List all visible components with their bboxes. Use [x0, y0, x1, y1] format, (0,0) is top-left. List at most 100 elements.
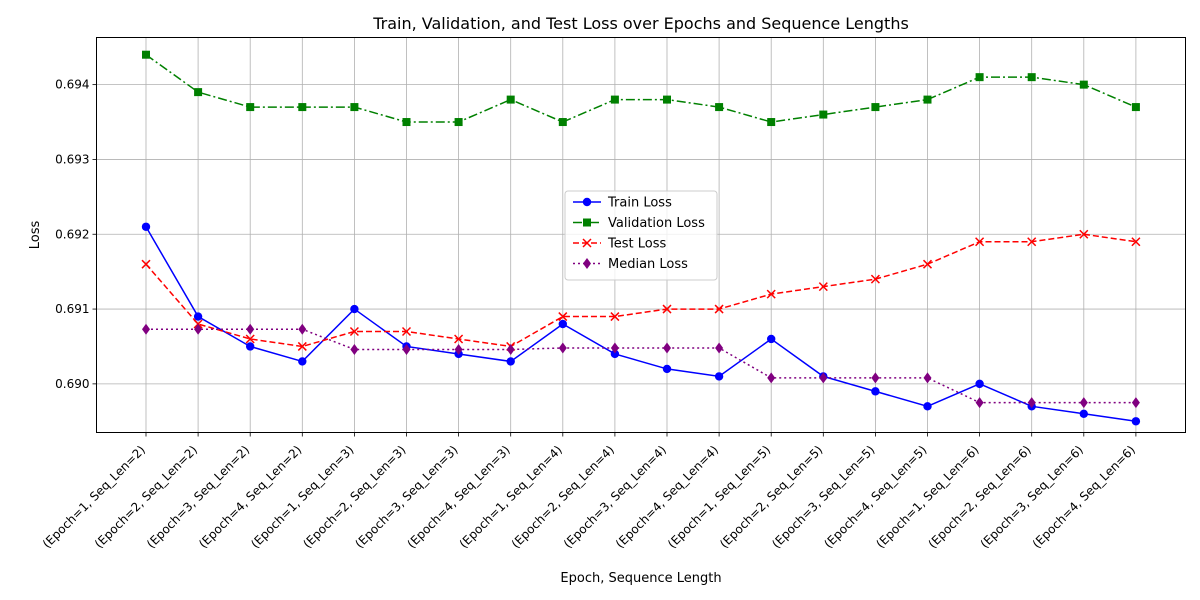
median-loss-point — [923, 372, 932, 384]
validation-loss-point — [506, 95, 515, 104]
median-loss-point — [1027, 397, 1036, 409]
test-loss-point — [1027, 237, 1037, 247]
legend: Train Loss Validation Loss Test Loss Median… — [564, 190, 718, 281]
chart-title: Train, Validation, and Test Loss over Ep… — [372, 14, 909, 33]
x-axis-label: Epoch, Sequence Length — [560, 571, 721, 586]
y-axis-label: Loss — [28, 221, 43, 250]
legend-marker — [582, 197, 592, 207]
median-loss-point — [246, 323, 255, 335]
median-loss-point — [454, 343, 463, 355]
validation-loss-point — [975, 73, 984, 82]
validation-loss-point — [663, 95, 671, 104]
test-loss-point — [870, 274, 880, 284]
validation-loss-point — [350, 103, 359, 112]
legend-label: Train Loss — [607, 196, 672, 211]
median-loss-point — [558, 342, 567, 354]
test-loss-point — [558, 312, 568, 322]
validation-loss-point — [246, 103, 255, 112]
legend-box — [564, 190, 718, 281]
median-loss-point — [819, 372, 828, 384]
median-loss-point — [715, 342, 724, 354]
validation-loss-point — [715, 103, 724, 112]
legend-marker — [582, 238, 592, 248]
median-loss-point — [350, 343, 359, 355]
validation-loss-line — [145, 54, 1137, 123]
validation-loss-point — [298, 103, 307, 112]
legend-item-test-loss: Test Loss — [573, 237, 666, 252]
train-loss-point — [1131, 417, 1141, 426]
legend-item-train-loss: Train Loss — [573, 196, 672, 211]
median-loss-point — [506, 343, 515, 355]
train-loss-point — [662, 364, 672, 374]
validation-loss-point — [923, 95, 932, 104]
test-loss-point — [401, 326, 412, 337]
test-loss-point — [349, 326, 359, 337]
legend-item-median-loss: Median Loss — [573, 257, 688, 272]
train-loss-point — [558, 319, 567, 329]
test-loss-point — [454, 334, 464, 344]
test-loss-point — [141, 259, 151, 269]
median-loss-point — [142, 323, 150, 335]
validation-loss-point — [767, 118, 776, 127]
train-loss-line — [145, 226, 1137, 423]
legend-marker — [583, 258, 591, 269]
test-loss-point — [922, 259, 933, 269]
y-tick-label: 0.691 — [55, 302, 89, 316]
train-loss-point — [193, 312, 203, 321]
validation-loss-point — [454, 118, 463, 127]
train-loss-point — [350, 304, 359, 314]
y-tick-label: 0.693 — [55, 152, 89, 166]
train-loss-point — [246, 342, 255, 351]
validation-loss-point — [871, 103, 880, 112]
train-loss-point — [767, 334, 776, 344]
validation-loss-point — [819, 110, 828, 119]
validation-loss-point — [1027, 73, 1036, 82]
y-tick-label: 0.692 — [55, 227, 89, 241]
median-loss-series — [142, 323, 1140, 409]
validation-loss-point — [1131, 103, 1140, 112]
test-loss-point — [245, 334, 255, 344]
median-loss-point — [871, 372, 880, 384]
train-loss-point — [298, 357, 307, 366]
y-tick-label: 0.694 — [55, 78, 89, 92]
median-loss-point — [767, 372, 776, 384]
train-loss-point — [506, 357, 515, 366]
train-loss-point — [1079, 409, 1089, 418]
legend-item-validation-loss: Validation Loss — [573, 216, 705, 231]
median-loss-point — [1079, 397, 1088, 409]
validation-loss-point — [558, 118, 567, 127]
median-loss-point — [975, 397, 984, 409]
train-loss-point — [975, 379, 984, 389]
test-loss-point — [1131, 237, 1141, 247]
median-loss-point — [194, 323, 203, 335]
test-loss-point — [1079, 229, 1089, 239]
train-loss-point — [141, 222, 151, 231]
test-loss-point — [714, 304, 724, 314]
y-axis-ticks: 0.690 0.691 0.692 0.693 0.694 — [55, 78, 97, 391]
validation-loss-point — [610, 95, 619, 104]
validation-loss-point — [142, 50, 150, 59]
plot-area-frame — [96, 37, 1186, 433]
test-loss-series — [141, 229, 1141, 351]
train-loss-point — [871, 387, 880, 396]
test-loss-point — [975, 237, 985, 247]
test-loss-point — [297, 341, 307, 351]
validation-loss-point — [194, 88, 203, 97]
test-loss-point — [766, 289, 776, 299]
test-loss-point — [662, 304, 672, 314]
legend-marker — [583, 218, 591, 227]
median-loss-point — [1131, 397, 1140, 409]
train-loss-point — [923, 402, 932, 411]
test-loss-line — [145, 233, 1137, 348]
validation-loss-series — [142, 50, 1140, 127]
y-tick-label: 0.690 — [55, 377, 89, 391]
median-loss-point — [663, 342, 671, 354]
median-loss-line — [146, 328, 1136, 404]
train-loss-point — [610, 349, 620, 359]
test-loss-point — [610, 312, 620, 322]
test-loss-point — [818, 282, 828, 292]
train-loss-point — [714, 372, 724, 381]
median-loss-point — [298, 323, 307, 335]
